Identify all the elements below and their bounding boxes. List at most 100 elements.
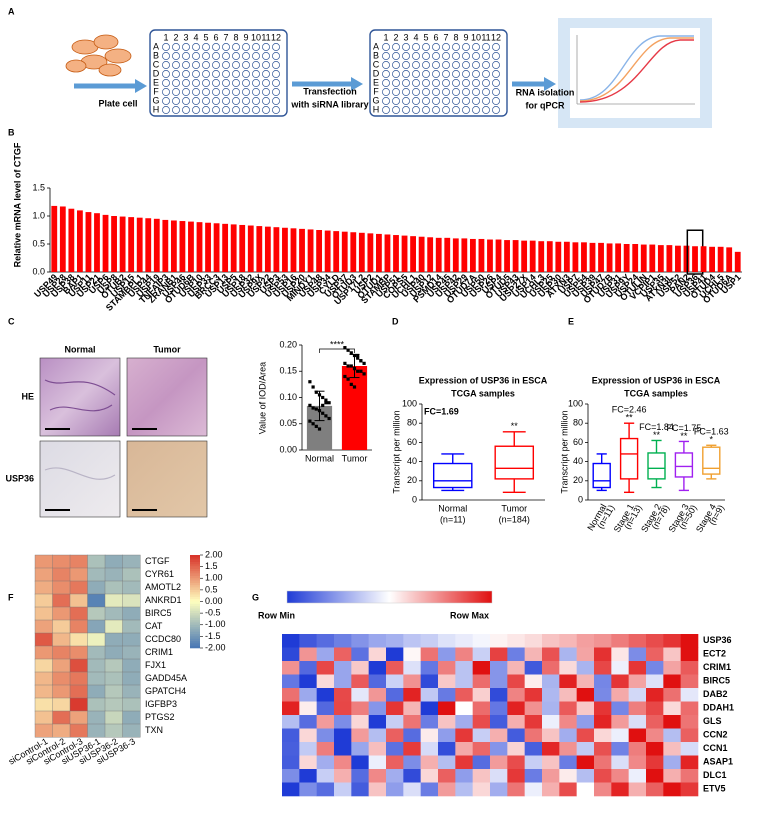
well <box>162 106 170 114</box>
heatmap-cell <box>490 742 508 756</box>
heatmap-cell <box>611 647 629 662</box>
bar <box>341 231 348 272</box>
heatmap-cell <box>87 671 106 686</box>
bar <box>401 235 408 272</box>
heatmap-cell <box>524 769 543 783</box>
colorbar-segment <box>190 627 200 630</box>
heatmap-cell <box>663 769 681 783</box>
heatmap-cell <box>282 728 300 743</box>
data-point <box>321 411 325 415</box>
heatmap-cell <box>368 647 387 662</box>
bar <box>649 244 656 272</box>
heatmap-cell <box>611 755 629 770</box>
heatmap-cell <box>334 715 352 729</box>
y-tick-label: 40 <box>573 456 583 466</box>
heatmap-cell <box>559 728 577 743</box>
well <box>202 97 210 105</box>
heatmap-cell <box>34 684 53 699</box>
well <box>272 43 280 51</box>
heatmap-cell <box>351 661 369 675</box>
heatmap-cell <box>52 645 71 660</box>
heatmap-cell <box>576 688 595 702</box>
panel-label: A <box>8 6 15 16</box>
heatmap-cell <box>316 782 335 797</box>
bar <box>495 239 502 272</box>
heatmap-cell <box>628 742 647 756</box>
bar <box>162 219 169 272</box>
well <box>382 106 390 114</box>
plate-column-label: 10 <box>251 32 261 42</box>
bar <box>598 242 604 272</box>
heatmap-cell <box>351 674 369 689</box>
scale-min-label: Row Min <box>258 610 295 620</box>
bar <box>393 235 399 272</box>
heatmap-cell <box>386 674 404 689</box>
heatmap-cell <box>351 701 369 716</box>
heatmap-cell <box>299 742 317 756</box>
well <box>222 43 230 51</box>
bar <box>692 246 698 272</box>
heatmap-cell <box>34 606 53 621</box>
panel-label: C <box>8 316 15 326</box>
heatmap-cell <box>69 580 88 595</box>
well <box>462 43 470 51</box>
x-tick-label: Normal <box>305 453 334 463</box>
heatmap-cell <box>663 728 681 743</box>
bar <box>478 238 485 272</box>
plate-row-label: C <box>373 59 380 69</box>
heatmap-cell <box>490 755 508 770</box>
plate-column-label: 7 <box>443 32 448 42</box>
heatmap-cell <box>69 606 88 621</box>
heatmap-cell <box>34 567 53 582</box>
heatmap-cell <box>542 647 560 662</box>
bar <box>418 236 425 272</box>
well <box>392 88 400 96</box>
well <box>232 52 240 60</box>
bar <box>85 212 92 272</box>
bar <box>358 232 365 272</box>
well <box>402 97 410 105</box>
heatmap-cell <box>299 688 317 702</box>
bar <box>410 236 416 272</box>
heatmap-cell <box>576 674 595 689</box>
colorbar-segment <box>190 645 200 649</box>
panel-label: D <box>392 316 399 326</box>
well <box>252 97 260 105</box>
well <box>402 88 410 96</box>
heatmap-cell <box>646 661 664 675</box>
bar <box>230 224 237 272</box>
well <box>412 88 420 96</box>
heatmap-cell <box>386 782 404 797</box>
heatmap-cell <box>420 728 439 743</box>
well <box>172 52 180 60</box>
significance-label: ** <box>626 413 634 423</box>
heatmap-cell <box>594 769 612 783</box>
heatmap-cell <box>334 674 352 689</box>
heatmap-cell <box>69 554 88 569</box>
heatmap-cell <box>455 647 473 662</box>
data-point <box>349 364 353 368</box>
colorbar-tick-label: 1.00 <box>205 573 223 583</box>
well <box>412 43 420 51</box>
well <box>462 79 470 87</box>
heatmap-cell <box>282 688 300 702</box>
well <box>492 97 500 105</box>
heatmap-cell <box>507 634 525 648</box>
step-label: Plate cell <box>98 98 137 108</box>
well <box>382 52 390 60</box>
well <box>412 52 420 60</box>
heatmap-cell <box>646 728 664 743</box>
heatmap-cell <box>507 647 525 662</box>
heatmap-cell <box>351 755 369 770</box>
heatmap-cell <box>368 674 387 689</box>
bar <box>444 237 451 272</box>
heatmap-cell <box>334 769 352 783</box>
y-tick-label: 80 <box>573 418 583 428</box>
heatmap-cell <box>455 661 473 675</box>
colorbar-tick-label: 0.00 <box>205 596 223 606</box>
bar <box>657 245 664 272</box>
heatmap-cell <box>386 634 404 648</box>
heatmap-cell <box>334 755 352 770</box>
well <box>272 88 280 96</box>
heatmap-cell <box>542 728 560 743</box>
